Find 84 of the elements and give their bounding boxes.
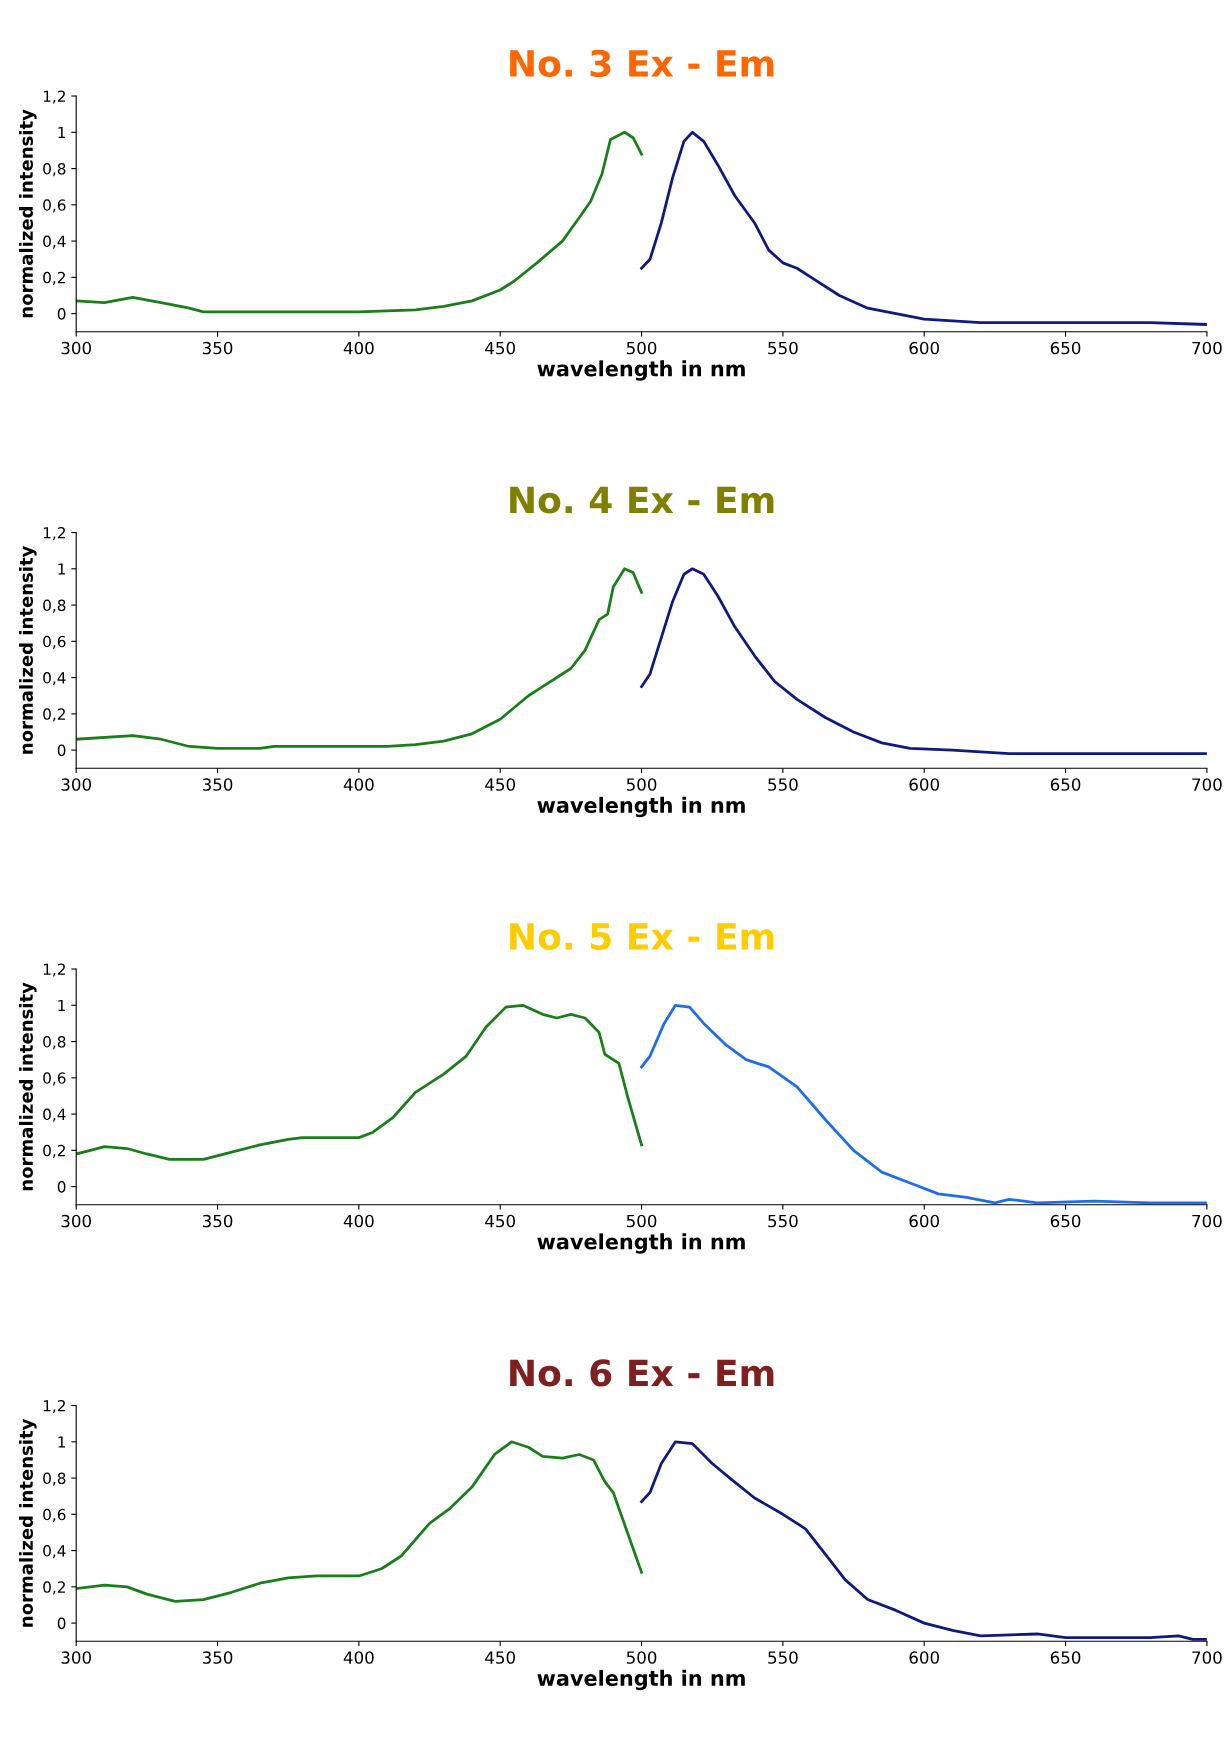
x-tick-label: 350 (202, 1214, 233, 1228)
y-tick-label: 0,2 (43, 708, 65, 722)
y-tick-label: 0,2 (43, 1144, 65, 1158)
x-tick-label: 500 (626, 1651, 657, 1664)
y-tick-label: 0,8 (43, 1472, 66, 1486)
x-tick-label: 300 (61, 1651, 91, 1664)
y-tick-label: 0 (57, 744, 66, 757)
y-tick-label: 0,4 (43, 235, 66, 249)
x-tick-label: 300 (61, 341, 91, 355)
line-series (76, 130, 643, 314)
x-axis-title: wavelength in nm (537, 796, 745, 818)
x-tick-label: 650 (1050, 341, 1081, 355)
x-tick-label: 400 (343, 1651, 374, 1664)
y-tick-label: 0,2 (43, 271, 65, 285)
y-tick-label: 0,4 (43, 1108, 66, 1122)
x-tick-label: 700 (1192, 1651, 1222, 1664)
y-tick-label: 1 (58, 999, 66, 1012)
x-tick-label: 600 (909, 341, 940, 355)
y-axis-title: normalized intensity (19, 1418, 37, 1627)
chart-title: No. 5 Ex - Em (510, 923, 774, 951)
x-tick-label: 600 (909, 1214, 940, 1228)
x-tick-label: 400 (343, 1214, 374, 1228)
y-axis-title: normalized intensity (19, 109, 37, 318)
y-tick-label: 0,2 (43, 1581, 65, 1595)
x-tick-label: 400 (343, 341, 374, 355)
x-axis-title: wavelength in nm (537, 1233, 745, 1254)
y-tick-label: 1 (58, 563, 66, 575)
x-tick-label: 350 (202, 341, 233, 355)
x-tick-label: 700 (1192, 1214, 1222, 1228)
x-tick-label: 450 (485, 1214, 515, 1228)
y-tick-label: 1,2 (43, 527, 65, 541)
y-tick-label: 1,2 (43, 963, 65, 977)
y-tick-label: 1 (58, 126, 66, 139)
y-axis-title: normalized intensity (19, 982, 37, 1191)
x-tick-label: 550 (768, 341, 798, 355)
y-tick-label: 1,2 (43, 90, 65, 104)
line-series (76, 1003, 643, 1161)
x-tick-label: 300 (61, 1214, 91, 1228)
line-series (76, 567, 643, 750)
y-tick-label: 0,6 (43, 635, 66, 649)
x-tick-label: 700 (1192, 778, 1222, 791)
x-tick-label: 550 (768, 1214, 798, 1228)
x-tick-label: 650 (1050, 1214, 1081, 1228)
y-tick-label: 1,2 (43, 1400, 65, 1414)
line-series (76, 1440, 643, 1603)
x-tick-label: 650 (1050, 1651, 1081, 1664)
chart-title: No. 3 Ex - Em (510, 49, 774, 78)
x-tick-label: 700 (1192, 341, 1222, 355)
line-series (640, 567, 1207, 756)
x-tick-label: 650 (1050, 778, 1081, 791)
x-tick-label: 500 (626, 341, 657, 355)
y-tick-label: 0 (57, 1181, 66, 1193)
x-tick-label: 300 (61, 778, 91, 791)
chart-title: No. 6 Ex - Em (510, 1359, 774, 1387)
x-tick-label: 550 (768, 778, 798, 791)
y-tick-label: 0,8 (43, 163, 66, 177)
y-tick-label: 0 (57, 1617, 66, 1630)
x-tick-label: 600 (909, 778, 940, 791)
x-tick-label: 450 (485, 1651, 515, 1664)
x-tick-label: 550 (768, 1651, 798, 1664)
y-tick-label: 0,8 (43, 599, 66, 613)
y-tick-label: 0,4 (43, 672, 66, 686)
x-axis-title: wavelength in nm (537, 1669, 745, 1691)
y-tick-label: 1 (58, 1436, 66, 1448)
y-axis-title: normalized intensity (19, 545, 37, 754)
y-tick-label: 0,6 (43, 199, 66, 213)
y-tick-label: 0,6 (43, 1072, 66, 1086)
x-axis-title: wavelength in nm (537, 360, 745, 381)
line-series (640, 1003, 1207, 1205)
x-tick-label: 400 (343, 778, 374, 791)
chart-title: No. 4 Ex - Em (510, 486, 774, 514)
line-series (640, 1440, 1207, 1641)
y-tick-label: 0,8 (43, 1036, 66, 1050)
y-tick-label: 0,6 (43, 1508, 66, 1522)
x-tick-label: 500 (626, 778, 657, 791)
x-tick-label: 500 (626, 1214, 657, 1228)
x-tick-label: 450 (485, 341, 515, 355)
x-tick-label: 350 (202, 1651, 233, 1664)
x-tick-label: 450 (485, 778, 515, 791)
y-tick-label: 0 (57, 308, 66, 320)
y-tick-label: 0,4 (43, 1545, 66, 1559)
x-tick-label: 600 (909, 1651, 940, 1664)
line-series (640, 130, 1207, 326)
x-tick-label: 350 (202, 778, 233, 791)
